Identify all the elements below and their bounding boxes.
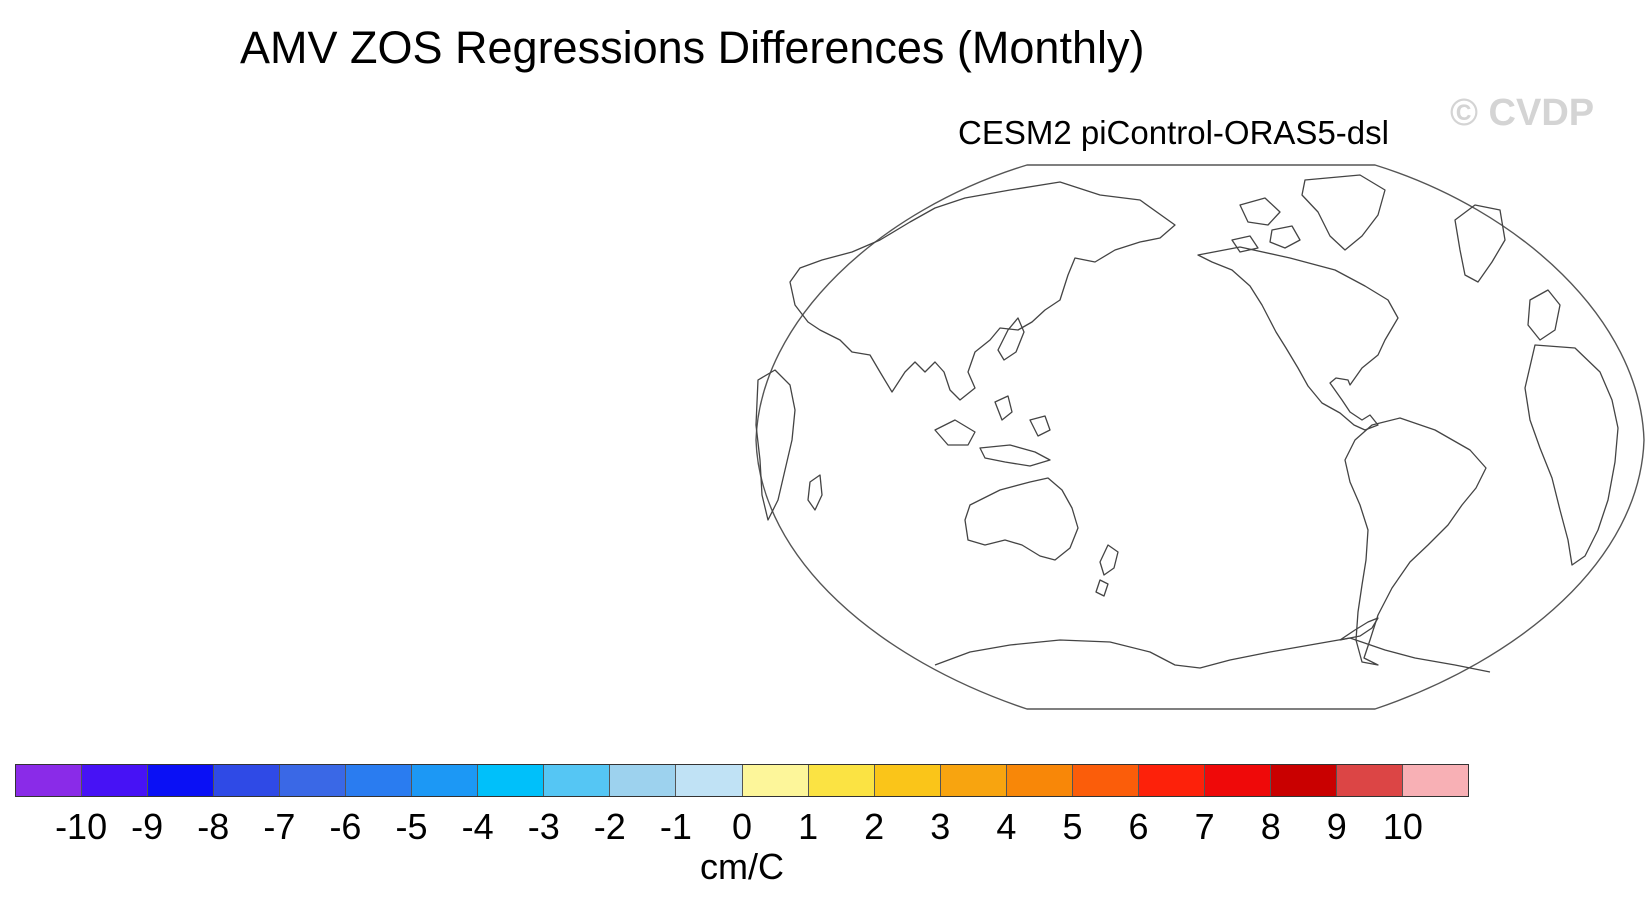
coast-arctic-islands (1231, 197, 1301, 253)
colorbar-swatch (544, 765, 611, 796)
coast-eurasia (789, 181, 1176, 401)
colorbar-swatch (1402, 765, 1469, 796)
colorbar-swatch (1138, 765, 1205, 796)
colorbar-swatch (478, 765, 545, 796)
cvdp-watermark: © CVDP (1450, 92, 1595, 134)
coast-africa (1524, 344, 1619, 566)
coast-west-europe (1527, 289, 1561, 341)
colorbar-swatch (148, 765, 215, 796)
colorbar-swatch (676, 765, 743, 796)
colorbar-tick-label: -4 (461, 806, 494, 847)
colorbar-swatch (1204, 765, 1271, 796)
colorbar-swatch (1006, 765, 1073, 796)
colorbar-tick-label: -5 (395, 806, 428, 847)
colorbar (15, 764, 1469, 797)
colorbar-tick-label: 0 (731, 806, 753, 847)
colorbar-tick-label: 1 (798, 806, 819, 847)
colorbar-swatch (808, 765, 875, 796)
coast-east-africa (755, 369, 796, 521)
colorbar-swatch (1270, 765, 1337, 796)
colorbar-swatch (82, 765, 149, 796)
colorbar-tick-label: -1 (659, 806, 692, 847)
colorbar-tick-label: 3 (930, 806, 951, 847)
colorbar-units: cm/C (700, 846, 784, 887)
colorbar-tick-label: 9 (1326, 806, 1347, 847)
coast-australia (964, 477, 1079, 561)
coast-madagascar (807, 474, 823, 511)
coast-scandinavia (1454, 204, 1506, 283)
colorbar-tick-label: 7 (1194, 806, 1215, 847)
colorbar-swatch (280, 765, 347, 796)
colorbar-tick-label: 8 (1260, 806, 1281, 847)
colorbar-tick-label: 4 (996, 806, 1017, 847)
colorbar-tick-label: -9 (131, 806, 164, 847)
colorbar-swatch (940, 765, 1007, 796)
coast-greenland (1301, 174, 1386, 251)
panel-title: CESM2 piControl-ORAS5-dsl (958, 114, 1389, 151)
colorbar-swatch (874, 765, 941, 796)
colorbar-tick-label: 6 (1128, 806, 1149, 847)
colorbar-tick-label: -3 (527, 806, 560, 847)
coast-north-america (1197, 246, 1399, 431)
coast-south-america (1344, 417, 1487, 666)
coast-new-zealand (1095, 544, 1119, 597)
colorbar-swatch (742, 765, 809, 796)
colorbar-swatch (610, 765, 677, 796)
figure-title: AMV ZOS Regressions Differences (Monthly… (240, 22, 1145, 73)
colorbar-swatch (1072, 765, 1139, 796)
coast-antarctica (934, 637, 1491, 673)
colorbar-tick-label: -6 (329, 806, 362, 847)
coast-japan (997, 317, 1025, 361)
colorbar-swatch (214, 765, 281, 796)
colorbar-swatch (16, 765, 83, 796)
map-outline (755, 164, 1645, 710)
colorbar-tick-label: -8 (197, 806, 230, 847)
colorbar-tick-label: -7 (263, 806, 296, 847)
colorbar-swatch (346, 765, 413, 796)
coast-maritime-asia (934, 395, 1051, 467)
colorbar-swatch (412, 765, 479, 796)
colorbar-tick-label: 10 (1382, 806, 1423, 847)
colorbar-tick-label: -10 (55, 806, 108, 847)
colorbar-tick-label: -2 (593, 806, 626, 847)
colorbar-tick-label: 5 (1062, 806, 1083, 847)
colorbar-swatch (1336, 765, 1403, 796)
colorbar-tick-label: 2 (864, 806, 885, 847)
coast-antarctic-peninsula (1339, 617, 1379, 641)
